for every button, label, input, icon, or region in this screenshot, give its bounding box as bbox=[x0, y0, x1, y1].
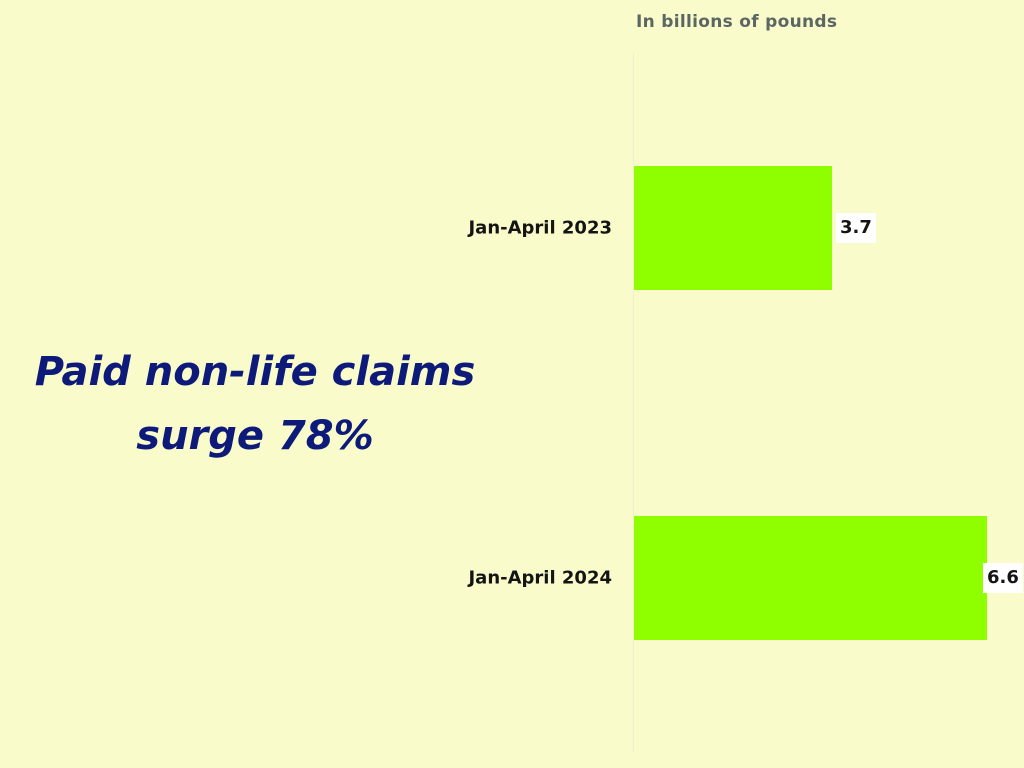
category-label: Jan-April 2023 bbox=[468, 217, 612, 239]
headline-line-1: Paid non-life claims bbox=[34, 349, 476, 395]
value-label: 6.6 bbox=[983, 563, 1023, 593]
category-axis-line bbox=[633, 52, 634, 752]
value-label: 3.7 bbox=[836, 213, 876, 243]
bar-jan-april-2023 bbox=[634, 166, 832, 290]
unit-label: In billions of pounds bbox=[636, 12, 838, 32]
category-label: Jan-April 2024 bbox=[468, 567, 612, 589]
headline-line-2: surge 78% bbox=[136, 413, 374, 459]
bar-jan-april-2024 bbox=[634, 516, 987, 640]
chart-headline: Paid non-life claims surge 78% bbox=[30, 340, 480, 468]
